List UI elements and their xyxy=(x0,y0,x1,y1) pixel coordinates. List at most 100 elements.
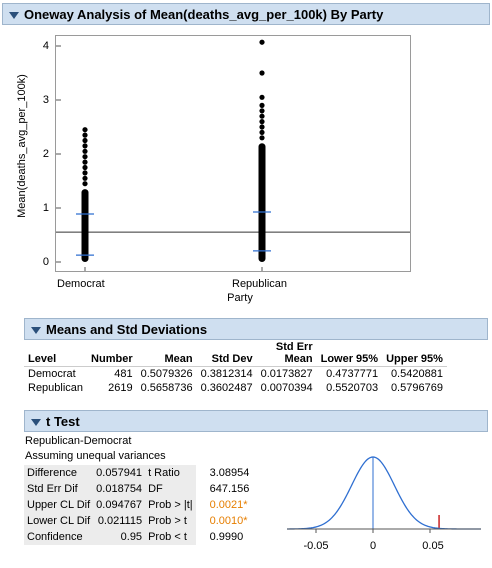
data-point xyxy=(82,127,88,133)
stat-value: 0.9990 xyxy=(209,531,244,543)
data-point xyxy=(259,113,265,119)
table-row: Lower CL Dif 0.021115 Prob > t 0.0010* xyxy=(24,513,252,529)
col-header-number[interactable]: Number xyxy=(87,340,137,367)
col-header-stderr-bottom: Mean xyxy=(284,353,313,365)
cell-upper95: 0.5420881 xyxy=(382,366,447,381)
data-point xyxy=(82,132,88,138)
cell-lower95: 0.4737771 xyxy=(316,366,383,381)
x-axis-label: Party xyxy=(227,292,253,304)
data-point xyxy=(259,108,265,114)
disclosure-triangle-icon[interactable] xyxy=(31,419,41,427)
dist-curve xyxy=(286,456,481,530)
data-points-republican xyxy=(258,143,266,262)
oneway-plot-frame[interactable] xyxy=(55,35,411,272)
table-row: Upper CL Dif 0.094767 Prob > |t| 0.0021* xyxy=(24,497,252,513)
x-tick-label-republican: Republican xyxy=(232,278,288,290)
disclosure-triangle-icon[interactable] xyxy=(31,327,41,335)
data-point xyxy=(259,124,265,130)
x-tick-label-democrat: Democrat xyxy=(57,278,105,290)
data-point xyxy=(82,175,88,181)
stat-label: Std Err Dif xyxy=(24,481,94,497)
stat-label: Prob > t xyxy=(145,513,196,529)
data-point xyxy=(259,135,265,141)
y-tick-label: 0 xyxy=(42,256,49,268)
data-point xyxy=(259,70,265,76)
stat-label: Difference xyxy=(24,465,94,481)
col-header-upper95[interactable]: Upper 95% xyxy=(382,340,447,367)
stat-value: 0.021115 xyxy=(93,513,146,529)
stat-value-significant: 0.0010* xyxy=(209,515,248,527)
stat-label: t Ratio xyxy=(145,465,196,481)
table-row: Std Err Dif 0.018754 DF 647.156 xyxy=(24,481,252,497)
table-row: Democrat 481 0.5079326 0.3812314 0.01738… xyxy=(24,366,447,381)
disclosure-triangle-icon[interactable] xyxy=(9,12,19,20)
ttest-title: t Test xyxy=(46,414,80,429)
ttest-comparison: Republican-Democrat xyxy=(25,435,132,447)
cell-upper95: 0.5796769 xyxy=(382,381,447,395)
table-row: Difference 0.057941 t Ratio 3.08954 xyxy=(24,465,252,481)
cell-level: Republican xyxy=(24,381,88,395)
cell-mean: 0.5079326 xyxy=(136,366,197,381)
stat-value: 647.156 xyxy=(209,483,250,495)
cell-number: 2619 xyxy=(87,381,137,395)
stat-value-significant: 0.0021* xyxy=(209,499,248,511)
stat-value: 3.08954 xyxy=(209,467,250,479)
y-tick-label: 2 xyxy=(42,148,49,160)
data-point xyxy=(82,170,88,176)
cell-stddev: 0.3602487 xyxy=(196,381,257,395)
table-row: Republican 2619 0.5658736 0.3602487 0.00… xyxy=(24,381,447,395)
oneway-title: Oneway Analysis of Mean(deaths_avg_per_1… xyxy=(24,7,384,22)
table-row: Confidence 0.95 Prob < t 0.9990 xyxy=(24,529,252,545)
cell-mean: 0.5658736 xyxy=(136,381,197,395)
stat-value: 0.018754 xyxy=(93,481,146,497)
data-point xyxy=(82,154,88,160)
col-header-stddev[interactable]: Std Dev xyxy=(196,340,257,367)
stat-label: Confidence xyxy=(24,529,94,545)
dist-tick-label: -0.05 xyxy=(303,540,328,552)
dist-tick-label: 0.05 xyxy=(422,540,443,552)
means-title-bar[interactable]: Means and Std Deviations xyxy=(24,318,488,340)
means-table: Level Number Mean Std Dev Std Err Mean Lo… xyxy=(24,340,447,395)
data-point xyxy=(82,159,88,165)
col-header-level[interactable]: Level xyxy=(24,340,88,367)
data-point xyxy=(82,148,88,154)
ttest-assumption: Assuming unequal variances xyxy=(25,450,166,462)
col-header-lower95[interactable]: Lower 95% xyxy=(316,340,383,367)
stat-value: 0.057941 xyxy=(93,465,146,481)
stat-label: DF xyxy=(145,481,196,497)
col-header-stderr-top: Std Err xyxy=(275,341,313,353)
cell-stderr: 0.0173827 xyxy=(256,366,317,381)
oneway-title-bar[interactable]: Oneway Analysis of Mean(deaths_avg_per_1… xyxy=(2,3,490,25)
cell-level: Democrat xyxy=(24,366,88,381)
cell-stderr: 0.0070394 xyxy=(256,381,317,395)
stat-label: Lower CL Dif xyxy=(24,513,94,529)
stat-label: Upper CL Dif xyxy=(24,497,94,513)
data-point xyxy=(82,181,88,187)
t-distribution-plot: -0.05 0 0.05 xyxy=(286,456,481,552)
stat-label: Prob < t xyxy=(145,529,196,545)
data-point xyxy=(82,137,88,144)
dist-tick-label: 0 xyxy=(370,540,376,552)
data-points-democrat xyxy=(81,189,89,262)
y-tick-label: 3 xyxy=(42,94,49,106)
oneway-scatter-plot xyxy=(56,39,410,271)
data-point xyxy=(82,143,88,149)
stat-value: 0.95 xyxy=(93,529,146,545)
col-header-stderr[interactable]: Std Err Mean xyxy=(256,340,317,367)
cell-lower95: 0.5520703 xyxy=(316,381,383,395)
stat-label: Prob > |t| xyxy=(145,497,196,513)
data-point xyxy=(259,119,265,125)
data-point xyxy=(259,39,265,45)
y-axis-label: Mean(deaths_avg_per_100k) xyxy=(16,74,28,218)
stat-value: 0.094767 xyxy=(93,497,146,513)
ttest-title-bar[interactable]: t Test xyxy=(24,410,488,432)
data-point xyxy=(259,102,265,108)
y-tick-label: 1 xyxy=(42,202,49,214)
data-point xyxy=(259,129,265,135)
means-title: Means and Std Deviations xyxy=(46,322,208,337)
data-point xyxy=(259,94,265,100)
y-tick-label: 4 xyxy=(42,40,49,52)
ttest-stats-table: Difference 0.057941 t Ratio 3.08954 Std … xyxy=(24,465,252,545)
col-header-mean[interactable]: Mean xyxy=(136,340,197,367)
cell-number: 481 xyxy=(87,366,137,381)
